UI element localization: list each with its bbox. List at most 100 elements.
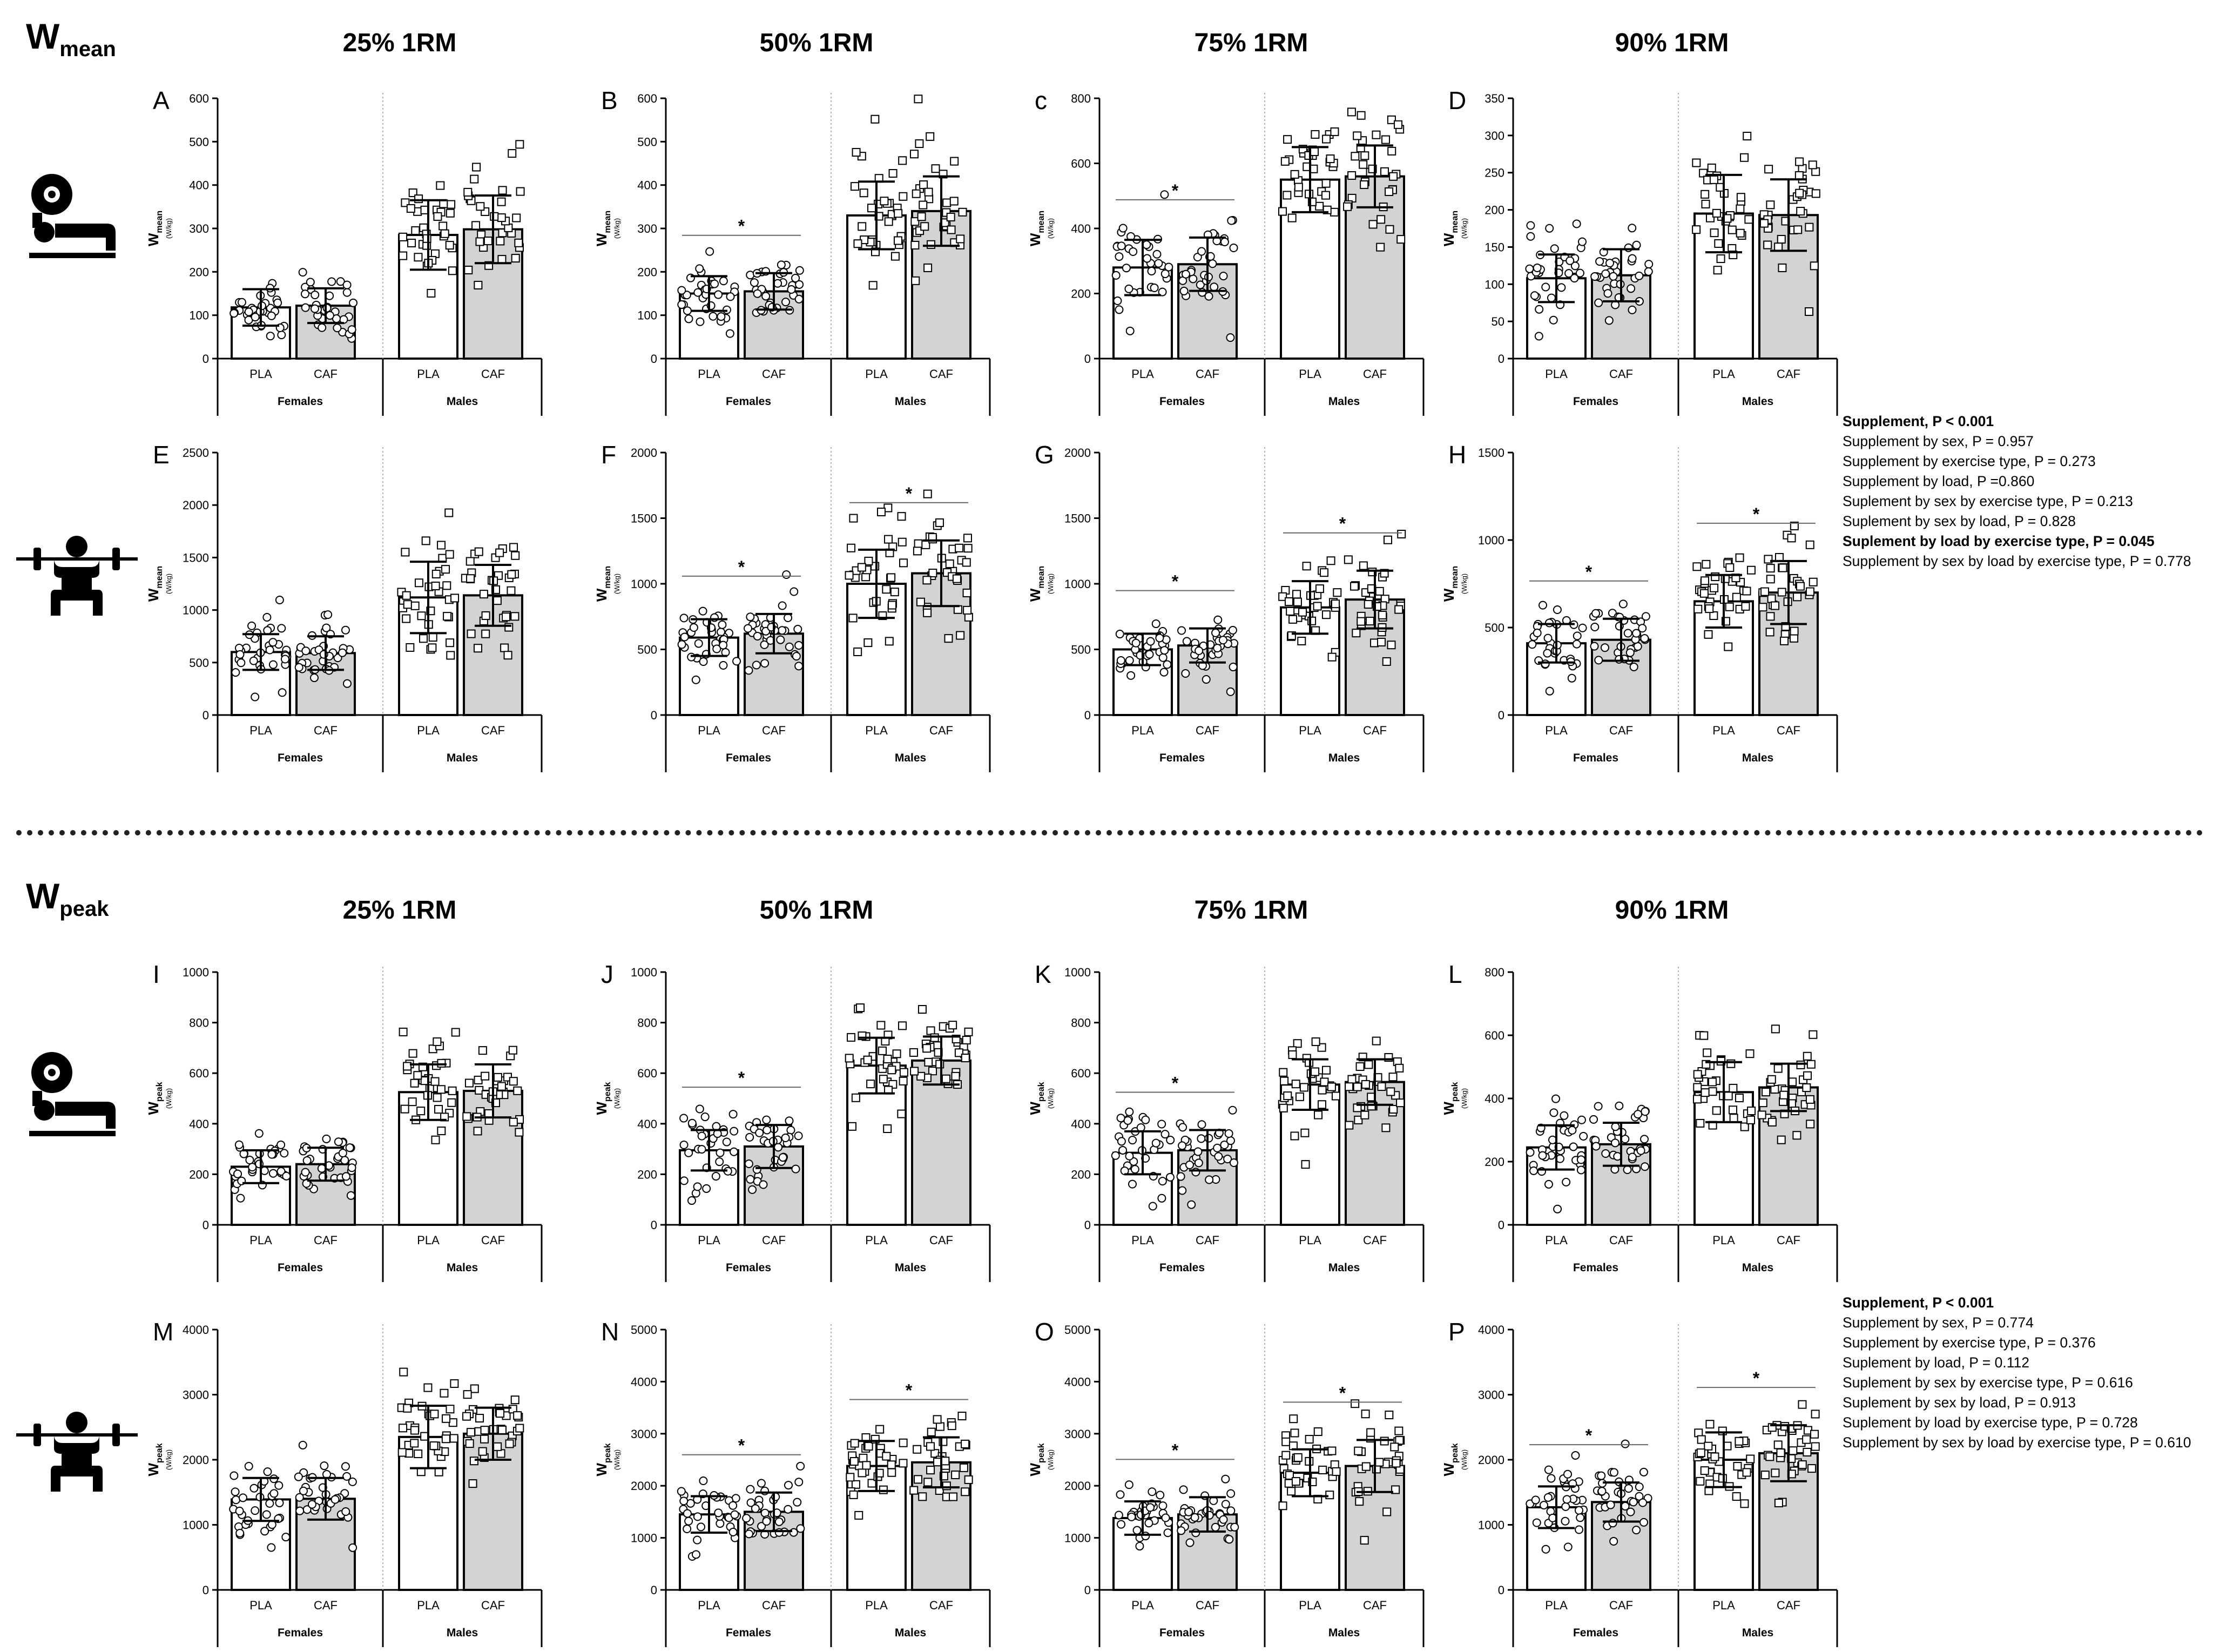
- data-point: [471, 221, 481, 230]
- data-point: [346, 1191, 355, 1200]
- data-point: [849, 514, 858, 523]
- data-point: [430, 1410, 439, 1419]
- data-point: [942, 1481, 951, 1491]
- data-point: [1547, 293, 1556, 302]
- y-tick-label: 1000: [631, 577, 657, 591]
- data-point: [434, 1105, 443, 1114]
- data-point: [1742, 586, 1751, 596]
- data-point: [941, 1457, 950, 1466]
- data-point: [853, 647, 862, 656]
- group-label: Males: [895, 1627, 926, 1639]
- data-point: [683, 306, 692, 315]
- data-point: [1535, 305, 1544, 314]
- data-point: [1315, 584, 1324, 594]
- data-point: [416, 1107, 426, 1116]
- data-point: [251, 313, 260, 322]
- data-point: [1575, 268, 1584, 278]
- y-axis-title-sub: mean: [603, 211, 612, 233]
- data-point: [1639, 1518, 1649, 1527]
- group-label: Males: [1742, 1262, 1773, 1274]
- data-point: [796, 1524, 805, 1533]
- data-point: [1387, 146, 1396, 156]
- data-point: [1608, 1519, 1617, 1528]
- chart-panel-i: I 0 200 400 600 800 1000 Wpeak (W/kg) PLA CAF PLA CA…: [145, 960, 543, 1282]
- data-point: [849, 1490, 858, 1499]
- data-point: [1693, 1070, 1702, 1079]
- data-point: [1778, 563, 1787, 572]
- data-point: [1628, 254, 1637, 263]
- data-point: [1628, 224, 1637, 233]
- y-tick-label: 400: [637, 1117, 657, 1131]
- group-label: Males: [1328, 1262, 1360, 1274]
- data-point: [718, 620, 727, 629]
- data-point: [1194, 1158, 1203, 1168]
- data-point: [1158, 653, 1168, 662]
- data-point: [1805, 540, 1814, 549]
- data-point: [274, 1481, 284, 1490]
- data-point: [1385, 187, 1394, 196]
- data-point: [730, 1510, 739, 1519]
- x-tick-label: CAF: [1777, 724, 1800, 737]
- data-point: [265, 1499, 274, 1508]
- data-point: [677, 300, 686, 309]
- data-point: [717, 312, 726, 321]
- data-point: [933, 1415, 942, 1424]
- data-point: [515, 140, 524, 149]
- data-point: [254, 1129, 264, 1138]
- data-point: [1547, 1474, 1556, 1483]
- y-axis-title: Wpeak: [593, 1082, 612, 1115]
- data-point: [1158, 1501, 1168, 1511]
- data-point: [295, 1493, 304, 1502]
- data-point: [964, 1475, 973, 1484]
- data-point: [1572, 639, 1581, 649]
- y-tick-label: 500: [637, 135, 657, 149]
- data-point: [1708, 1077, 1717, 1087]
- data-point: [753, 289, 762, 298]
- data-point: [342, 280, 352, 289]
- data-point: [1696, 1448, 1705, 1458]
- group-label: Females: [278, 395, 323, 408]
- data-point: [1366, 1428, 1375, 1437]
- data-point: [909, 1048, 918, 1057]
- data-point: [1729, 1083, 1738, 1093]
- x-tick-label: PLA: [249, 1599, 272, 1612]
- data-point: [712, 644, 721, 653]
- data-point: [1219, 1515, 1228, 1524]
- data-point: [796, 1461, 805, 1471]
- y-tick-label: 200: [1071, 287, 1091, 301]
- data-point: [1551, 1094, 1561, 1103]
- x-tick-label: CAF: [1609, 1233, 1633, 1247]
- data-point: [1635, 271, 1644, 280]
- data-point: [700, 1112, 710, 1122]
- section-title-sub: peak: [59, 897, 109, 921]
- data-point: [1118, 1145, 1128, 1155]
- significance-star: *: [738, 557, 745, 577]
- data-point: [862, 1461, 871, 1470]
- data-point: [1360, 1110, 1369, 1120]
- y-axis-title: Wpeak: [1027, 1443, 1046, 1476]
- data-point: [774, 1517, 784, 1526]
- y-axis-title: Wpeak: [593, 1443, 612, 1476]
- y-axis-unit: (W/kg): [1460, 574, 1468, 594]
- data-point: [1773, 1064, 1783, 1073]
- data-point: [899, 1076, 908, 1085]
- y-axis-title-main: W: [1441, 233, 1457, 246]
- data-point: [1623, 629, 1632, 638]
- y-axis-title-sub: peak: [1037, 1443, 1046, 1463]
- data-point: [479, 590, 488, 599]
- data-point: [1724, 642, 1733, 651]
- column-title: 75% 1RM: [1194, 896, 1308, 925]
- data-point: [244, 1462, 253, 1471]
- data-point: [850, 182, 859, 191]
- data-point: [1639, 1467, 1648, 1476]
- stats-line: Supplement, P < 0.001: [1843, 413, 1994, 429]
- data-point: [277, 624, 286, 633]
- data-point: [910, 1067, 919, 1076]
- data-point: [714, 290, 723, 299]
- stats-line: Supplement by sex by load by exercise ty…: [1843, 1434, 2191, 1451]
- group-label: Males: [895, 395, 926, 408]
- data-point: [236, 1194, 245, 1203]
- data-point: [863, 1055, 872, 1064]
- data-point: [898, 156, 907, 165]
- y-tick-label: 1000: [183, 966, 209, 979]
